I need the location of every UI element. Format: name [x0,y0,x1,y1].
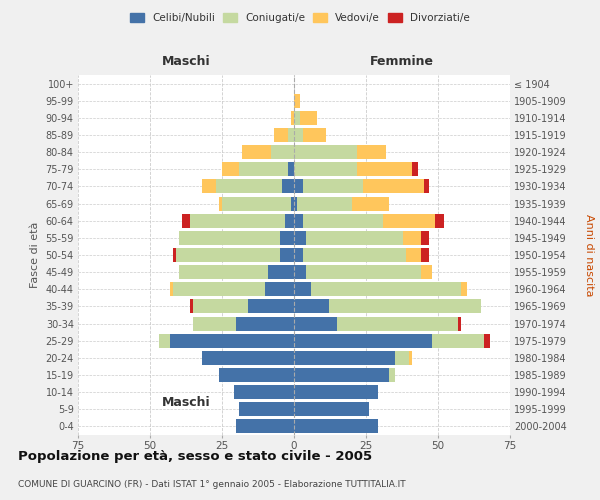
Bar [179,231,280,245]
Bar [288,162,294,176]
Bar [421,265,432,279]
Bar [193,316,236,330]
Bar [412,162,418,176]
Legend: Celibi/Nubili, Coniugati/e, Vedovi/e, Divorziati/e: Celibi/Nubili, Coniugati/e, Vedovi/e, Di… [127,10,473,26]
Y-axis label: Fasce di età: Fasce di età [30,222,40,288]
Bar [294,420,377,434]
Bar [294,214,302,228]
Bar [294,316,337,330]
Bar [352,196,389,210]
Bar [182,214,190,228]
Bar [173,248,176,262]
Bar [179,265,268,279]
Bar [294,128,302,142]
Bar [242,145,271,159]
Bar [280,248,294,262]
Bar [271,145,294,159]
Bar [294,196,297,210]
Bar [294,265,305,279]
Bar [286,214,294,228]
Bar [395,351,409,365]
Bar [300,111,317,125]
Bar [294,402,369,416]
Bar [302,128,326,142]
Bar [358,162,412,176]
Bar [222,162,239,176]
Text: COMUNE DI GUARCINO (FR) - Dati ISTAT 1° gennaio 2005 - Elaborazione TUTTITALIA.I: COMUNE DI GUARCINO (FR) - Dati ISTAT 1° … [18,480,406,489]
Bar [193,300,248,314]
Bar [406,248,421,262]
Bar [283,180,294,194]
Bar [280,231,294,245]
Text: Maschi: Maschi [161,396,211,409]
Bar [265,282,294,296]
Text: Femmine: Femmine [370,55,434,68]
Bar [421,231,430,245]
Bar [297,196,352,210]
Bar [170,334,294,347]
Bar [236,316,294,330]
Bar [173,282,265,296]
Bar [294,300,329,314]
Bar [383,214,435,228]
Y-axis label: Anni di nascita: Anni di nascita [584,214,594,296]
Text: Maschi: Maschi [161,55,211,68]
Bar [176,248,280,262]
Bar [421,248,430,262]
Bar [294,145,358,159]
Bar [248,300,294,314]
Bar [403,231,421,245]
Bar [294,162,358,176]
Bar [294,334,432,347]
Bar [288,128,294,142]
Bar [363,180,424,194]
Bar [329,300,481,314]
Bar [291,196,294,210]
Bar [358,145,386,159]
Bar [216,180,283,194]
Bar [302,248,406,262]
Bar [294,368,389,382]
Bar [458,316,461,330]
Bar [484,334,490,347]
Bar [219,368,294,382]
Bar [294,351,395,365]
Bar [294,94,300,108]
Bar [236,420,294,434]
Bar [233,385,294,399]
Bar [294,111,300,125]
Bar [337,316,458,330]
Bar [294,282,311,296]
Bar [190,214,286,228]
Bar [170,282,173,296]
Bar [294,231,305,245]
Bar [274,128,288,142]
Bar [409,351,412,365]
Bar [294,248,302,262]
Bar [302,180,363,194]
Text: Popolazione per età, sesso e stato civile - 2005: Popolazione per età, sesso e stato civil… [18,450,372,463]
Bar [305,231,403,245]
Bar [202,351,294,365]
Bar [389,368,395,382]
Bar [294,385,377,399]
Bar [461,282,467,296]
Bar [222,196,291,210]
Bar [432,334,484,347]
Bar [219,196,222,210]
Bar [305,265,421,279]
Bar [190,300,193,314]
Bar [311,282,461,296]
Bar [294,180,302,194]
Bar [302,214,383,228]
Bar [435,214,444,228]
Bar [202,180,216,194]
Bar [424,180,430,194]
Bar [239,402,294,416]
Bar [291,111,294,125]
Bar [158,334,170,347]
Bar [239,162,288,176]
Bar [268,265,294,279]
